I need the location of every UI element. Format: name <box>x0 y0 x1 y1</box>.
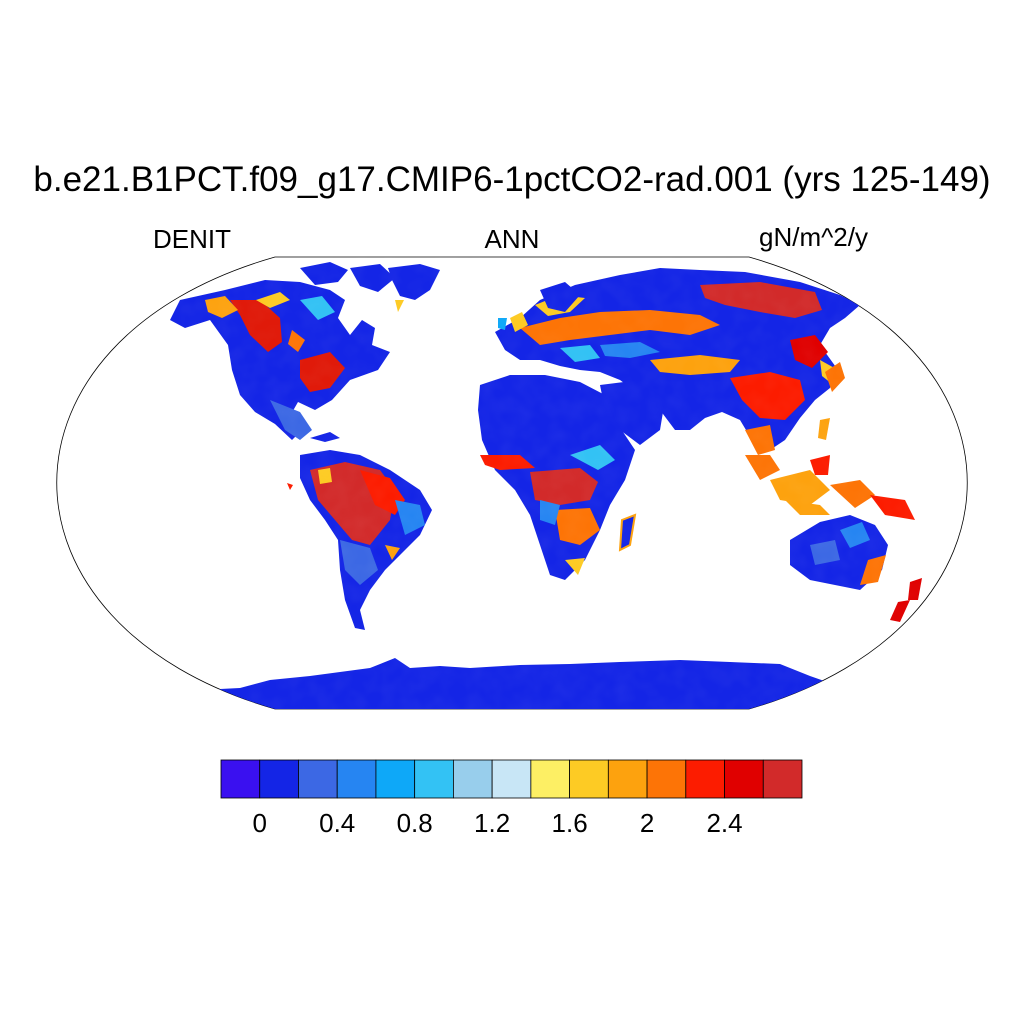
colorbar-swatch <box>530 759 570 799</box>
colorbar-tick-label: 1.2 <box>474 808 510 838</box>
colorbar-swatch <box>724 759 764 799</box>
colorbar-swatch <box>607 759 648 799</box>
colorbar: 0 0.4 0.8 1.2 1.6 2 2.4 <box>220 759 803 838</box>
colorbar-tick-label: 1.6 <box>552 808 588 838</box>
colorbar-swatch <box>298 759 338 799</box>
colorbar-tick-label: 0.8 <box>397 808 433 838</box>
colorbar-swatch <box>491 759 532 799</box>
map-content <box>60 257 968 709</box>
season-label: ANN <box>484 224 540 254</box>
colorbar-swatch <box>452 759 493 799</box>
colorbar-swatch <box>375 759 416 799</box>
colorbar-swatch <box>685 759 725 799</box>
colorbar-tick-label: 2.4 <box>706 808 742 838</box>
plot-title: b.e21.B1PCT.f09_g17.CMIP6-1pctCO2-rad.00… <box>33 160 991 199</box>
units-label: gN/m^2/y <box>758 222 868 252</box>
colorbar-swatch <box>336 759 377 799</box>
colorbar-swatch <box>569 759 609 799</box>
variable-label: DENIT <box>153 224 231 254</box>
colorbar-swatch <box>259 759 299 799</box>
colorbar-swatch <box>220 759 261 799</box>
colorbar-swatch <box>646 759 687 799</box>
colorbar-tick-label: 0 <box>252 808 266 838</box>
colorbar-tick-label: 0.4 <box>319 808 355 838</box>
colorbar-tick-label: 2 <box>640 808 654 838</box>
colorbar-swatch <box>414 759 454 799</box>
colorbar-swatch <box>762 759 803 799</box>
